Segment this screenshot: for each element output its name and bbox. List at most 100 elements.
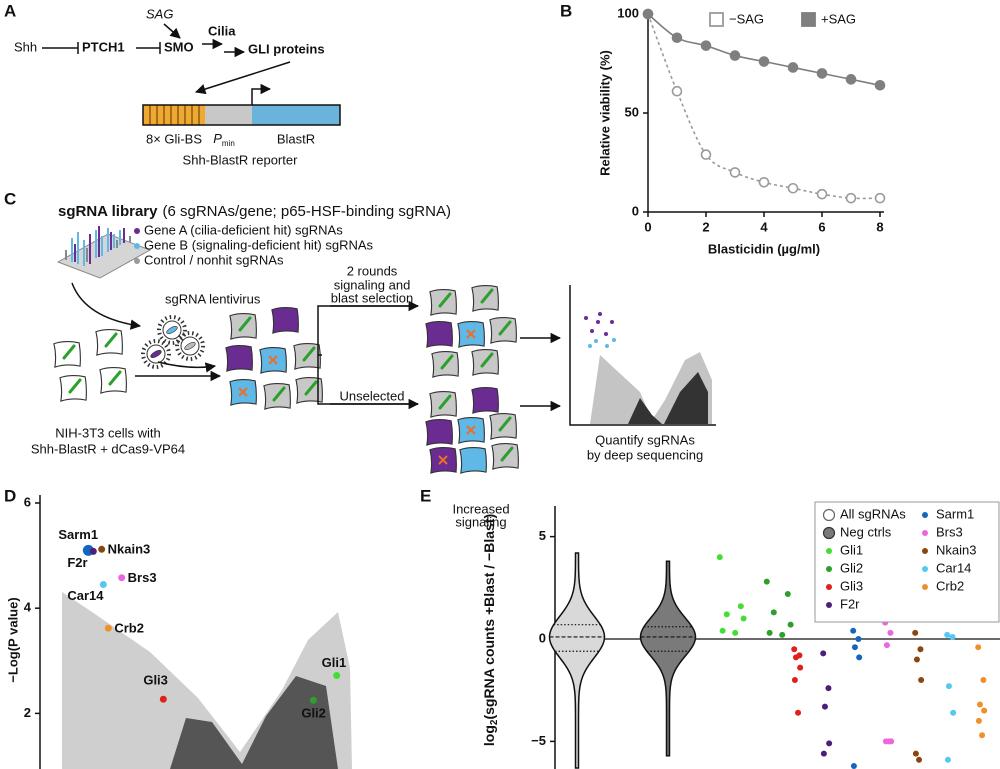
sgrna-point xyxy=(820,650,827,657)
promoter-subscript: min xyxy=(222,139,235,148)
data-point xyxy=(845,74,857,85)
data-point xyxy=(758,177,770,188)
sgrna-point xyxy=(912,629,919,636)
binding-site-stripes xyxy=(149,105,200,125)
hit-point xyxy=(309,696,317,704)
arrow xyxy=(157,361,217,373)
hit-dot xyxy=(588,344,592,348)
sgrna-point xyxy=(917,646,924,653)
sgrna-point xyxy=(980,676,987,683)
y-tick-label: 2 xyxy=(24,705,31,720)
virion-sgrna xyxy=(184,342,196,350)
gli-binding-sites xyxy=(143,105,205,125)
organelle: Cilia xyxy=(208,23,236,38)
legend-marker xyxy=(922,530,928,536)
sgrna-point xyxy=(779,631,786,638)
sgrna-mark xyxy=(480,352,494,368)
legend-label: Gli1 xyxy=(840,542,863,557)
legend-marker xyxy=(922,548,928,554)
legend-label: Brs3 xyxy=(936,524,963,539)
hit-label: Crb2 xyxy=(114,621,144,636)
edit-mark xyxy=(466,329,476,339)
reporter-caption: Shh-BlastR reporter xyxy=(183,152,299,167)
arrow xyxy=(163,23,181,39)
fit-line xyxy=(647,13,881,200)
hit-point xyxy=(98,545,106,553)
legend-marker xyxy=(922,566,928,572)
y-tick-label: 6 xyxy=(24,494,31,509)
hit-point xyxy=(89,547,97,555)
sgrna-point xyxy=(740,615,747,622)
cells xyxy=(53,285,519,474)
sgrna-point xyxy=(791,676,798,683)
sgrna-point xyxy=(716,554,723,561)
data-point xyxy=(787,182,799,194)
hit-dot xyxy=(612,338,616,342)
hit-dot xyxy=(590,329,594,333)
edit-mark xyxy=(238,387,248,397)
sgrna-point xyxy=(981,707,988,714)
hit-label: Gli2 xyxy=(301,706,326,721)
sgrna-point xyxy=(887,629,894,636)
mini-volcano-hits xyxy=(588,338,616,348)
legend-marker xyxy=(922,512,928,518)
quantify-label: by deep sequencing xyxy=(587,447,703,462)
sgrna-point xyxy=(826,740,833,747)
sgrna-point xyxy=(976,701,983,708)
sgrna-point xyxy=(886,738,893,745)
sgrna-point xyxy=(975,644,982,651)
y-axis-label: −Log(P value) xyxy=(5,597,20,682)
data-point xyxy=(816,188,828,200)
y-axis-label-part: log xyxy=(481,725,497,746)
legend-label: F2r xyxy=(840,596,860,611)
legend-marker xyxy=(822,508,836,522)
effector: GLI proteins xyxy=(248,41,325,56)
hit-dot xyxy=(594,339,598,343)
virus-label: sgRNA lentivirus xyxy=(165,291,261,306)
legend-marker xyxy=(826,602,832,608)
legend-marker xyxy=(922,584,928,590)
sgrna-point xyxy=(944,756,951,763)
hit-dot xyxy=(605,344,609,348)
promoter-label: P xyxy=(213,131,222,146)
mini-volcano-core xyxy=(628,372,708,424)
inhibition xyxy=(136,42,161,54)
sgrna-mark xyxy=(302,346,316,362)
data-point xyxy=(700,40,712,51)
selection-label: signaling and xyxy=(334,277,411,292)
reporter-outline xyxy=(142,104,341,126)
sgrna-point xyxy=(975,717,982,724)
legend-swatch xyxy=(801,12,816,27)
edit-mark xyxy=(466,425,476,435)
sgrna-mark xyxy=(238,316,252,332)
legend-label: +SAG xyxy=(821,11,856,26)
y-tick-label: 4 xyxy=(24,600,32,615)
volcano-core xyxy=(170,676,338,769)
reporter-part: 8× Gli-BS xyxy=(146,131,202,146)
sgrna-point xyxy=(787,621,794,628)
data-point xyxy=(729,50,741,61)
x-tick-label: 4 xyxy=(760,219,768,234)
sgrna-point xyxy=(825,685,832,692)
panel-label: A xyxy=(4,1,16,20)
hit-dot xyxy=(598,312,602,316)
hit-label: Sarm1 xyxy=(58,527,98,542)
sgrna-point xyxy=(856,654,863,661)
hit-label: F2r xyxy=(67,555,87,570)
virion-spikes xyxy=(141,339,171,369)
sgrna-point xyxy=(945,683,952,690)
panel-label: B xyxy=(560,1,572,20)
y-tick-label: 100 xyxy=(617,5,639,20)
panel-label: D xyxy=(4,486,16,505)
sgrna-point xyxy=(719,627,726,634)
screen-diagram: sgRNA library (6 sgRNAs/gene; p65-HSF-bin… xyxy=(31,203,716,474)
sgrna-point xyxy=(913,656,920,663)
data-point xyxy=(874,192,886,204)
sgrna-point xyxy=(912,750,919,757)
legend-label: Gli2 xyxy=(840,560,863,575)
cell xyxy=(471,387,499,414)
legend-label: Sarm1 xyxy=(936,506,974,521)
sgrna-point xyxy=(950,709,957,716)
edit-mark xyxy=(268,355,278,365)
